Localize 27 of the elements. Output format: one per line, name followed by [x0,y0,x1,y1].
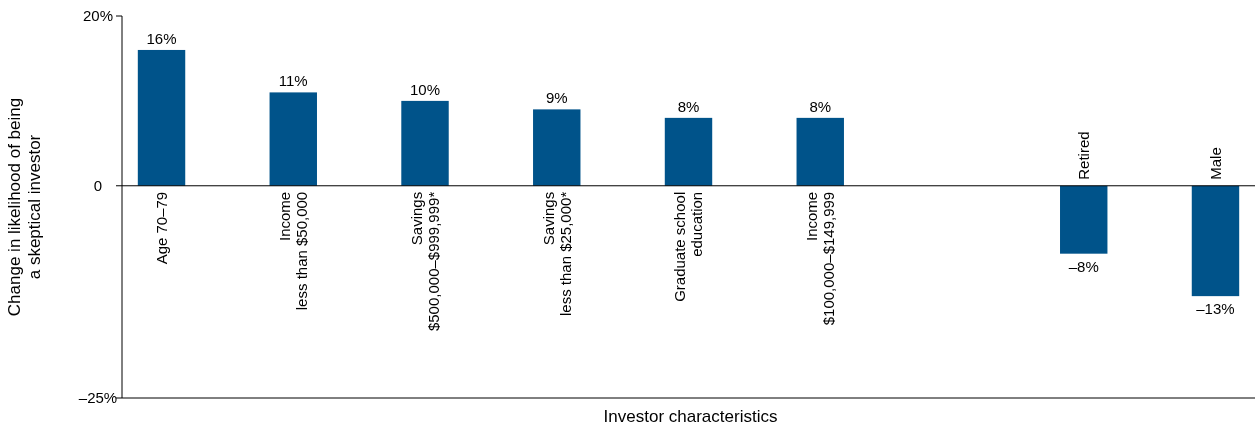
bar [533,109,581,186]
x-tick-label: Retired [1074,131,1092,180]
y-tick-label: 0 [93,177,103,195]
x-tick-label: Savings less than $25,000* [539,191,574,317]
y-tick-label: –25% [78,389,118,407]
bar [796,117,844,186]
bar [269,92,317,186]
y-tick-label: 20% [82,7,114,25]
data-label: –13% [1196,300,1235,318]
data-label: 11% [278,72,308,90]
data-label: 10% [410,80,441,98]
bar [1060,185,1108,254]
x-tick-label: Age 70–79 [152,191,170,265]
x-tick-label: Income less than $50,000 [276,191,311,311]
bar [664,117,713,186]
x-tick-label: Graduate school education [671,191,706,302]
y-axis-title: Change in likelihood of being a skeptical investor [4,97,44,317]
bar [401,100,449,186]
x-axis-title: Investor characteristics [603,407,778,426]
data-label: –8% [1068,257,1099,275]
bar [1191,185,1240,297]
data-label: 16% [146,29,177,47]
bar [137,49,186,186]
x-tick-label: Male [1206,147,1224,180]
data-label: 8% [677,97,700,115]
data-label: 9% [545,89,568,107]
data-label: 8% [809,97,832,115]
